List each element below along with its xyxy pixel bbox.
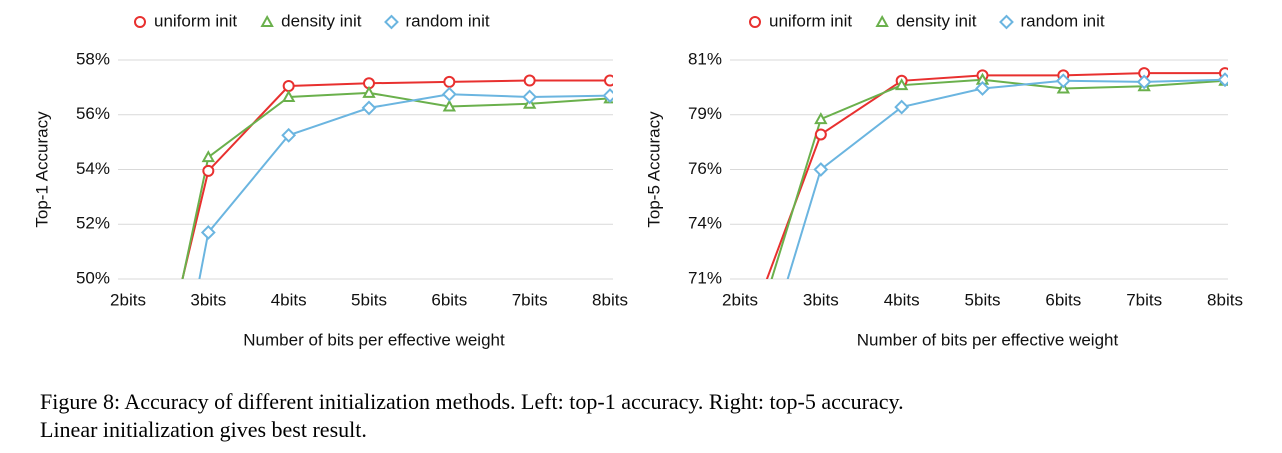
marker — [281, 127, 297, 143]
caption-line: Linear initialization gives best result. — [40, 417, 367, 442]
caption-line: Figure 8: Accuracy of different initiali… — [40, 389, 904, 414]
legend-marker — [749, 16, 761, 28]
x-tick-label: 7bits — [512, 290, 548, 309]
x-tick-label: 4bits — [884, 290, 920, 309]
marker — [441, 86, 457, 102]
marker — [814, 128, 827, 141]
legend-label: uniform init — [154, 11, 237, 30]
marker — [1217, 72, 1228, 88]
marker — [813, 162, 829, 177]
legend-marker — [260, 14, 274, 27]
marker — [1055, 73, 1071, 89]
y-tick-label: 71% — [688, 268, 722, 287]
y-tick-label: 76% — [688, 159, 722, 178]
marker — [975, 81, 990, 96]
x-tick-label: 6bits — [1045, 290, 1081, 309]
marker — [200, 225, 216, 240]
y-tick-label: 79% — [688, 104, 722, 123]
x-tick-label: 7bits — [1126, 290, 1162, 309]
x-axis-label: Number of bits per effective weight — [243, 330, 505, 349]
legend-marker — [384, 14, 399, 30]
y-tick-label: 56% — [76, 104, 110, 123]
x-tick-label: 3bits — [190, 290, 226, 309]
legend-marker — [999, 14, 1014, 30]
y-axis-label: Top-1 Accuracy — [32, 111, 51, 228]
marker — [362, 85, 376, 98]
y-axis-label: Top-5 Accuracy — [644, 111, 663, 228]
marker — [282, 80, 295, 93]
x-tick-label: 4bits — [271, 290, 307, 309]
legend-marker — [875, 14, 889, 27]
legend-label: random init — [1020, 11, 1104, 30]
marker — [523, 74, 536, 87]
legend-marker — [134, 16, 146, 28]
y-tick-label: 74% — [688, 214, 722, 233]
y-tick-label: 81% — [688, 49, 722, 68]
marker — [814, 112, 828, 125]
marker — [604, 74, 613, 87]
x-tick-label: 3bits — [803, 290, 839, 309]
x-axis-label: Number of bits per effective weight — [857, 330, 1119, 349]
marker — [894, 99, 910, 115]
marker — [522, 89, 538, 105]
legend-label: uniform init — [769, 11, 852, 30]
marker — [735, 346, 745, 356]
marker — [361, 100, 377, 116]
marker — [281, 89, 296, 102]
x-tick-label: 2bits — [110, 290, 146, 309]
marker — [735, 377, 745, 386]
x-tick-label: 2bits — [722, 290, 758, 309]
x-tick-label: 5bits — [351, 290, 387, 309]
x-tick-label: 5bits — [965, 290, 1001, 309]
y-tick-label: 50% — [76, 268, 110, 287]
marker — [442, 99, 457, 112]
y-tick-label: 58% — [76, 49, 110, 68]
x-tick-label: 6bits — [431, 290, 467, 309]
series-line — [786, 78, 1226, 279]
marker — [894, 78, 909, 91]
marker — [201, 150, 216, 163]
y-tick-label: 52% — [76, 214, 110, 233]
marker — [443, 75, 456, 88]
plot-area — [181, 74, 613, 279]
legend-label: random init — [405, 11, 489, 30]
x-tick-label: 8bits — [1207, 290, 1243, 309]
legend-label: density init — [281, 11, 362, 30]
y-tick-label: 54% — [76, 159, 110, 178]
marker — [202, 164, 215, 177]
marker — [1136, 74, 1152, 90]
plot-area — [734, 67, 1228, 443]
marker — [602, 88, 613, 104]
legend-label: density init — [896, 11, 977, 30]
marker — [734, 431, 746, 443]
x-tick-label: 8bits — [592, 290, 628, 309]
